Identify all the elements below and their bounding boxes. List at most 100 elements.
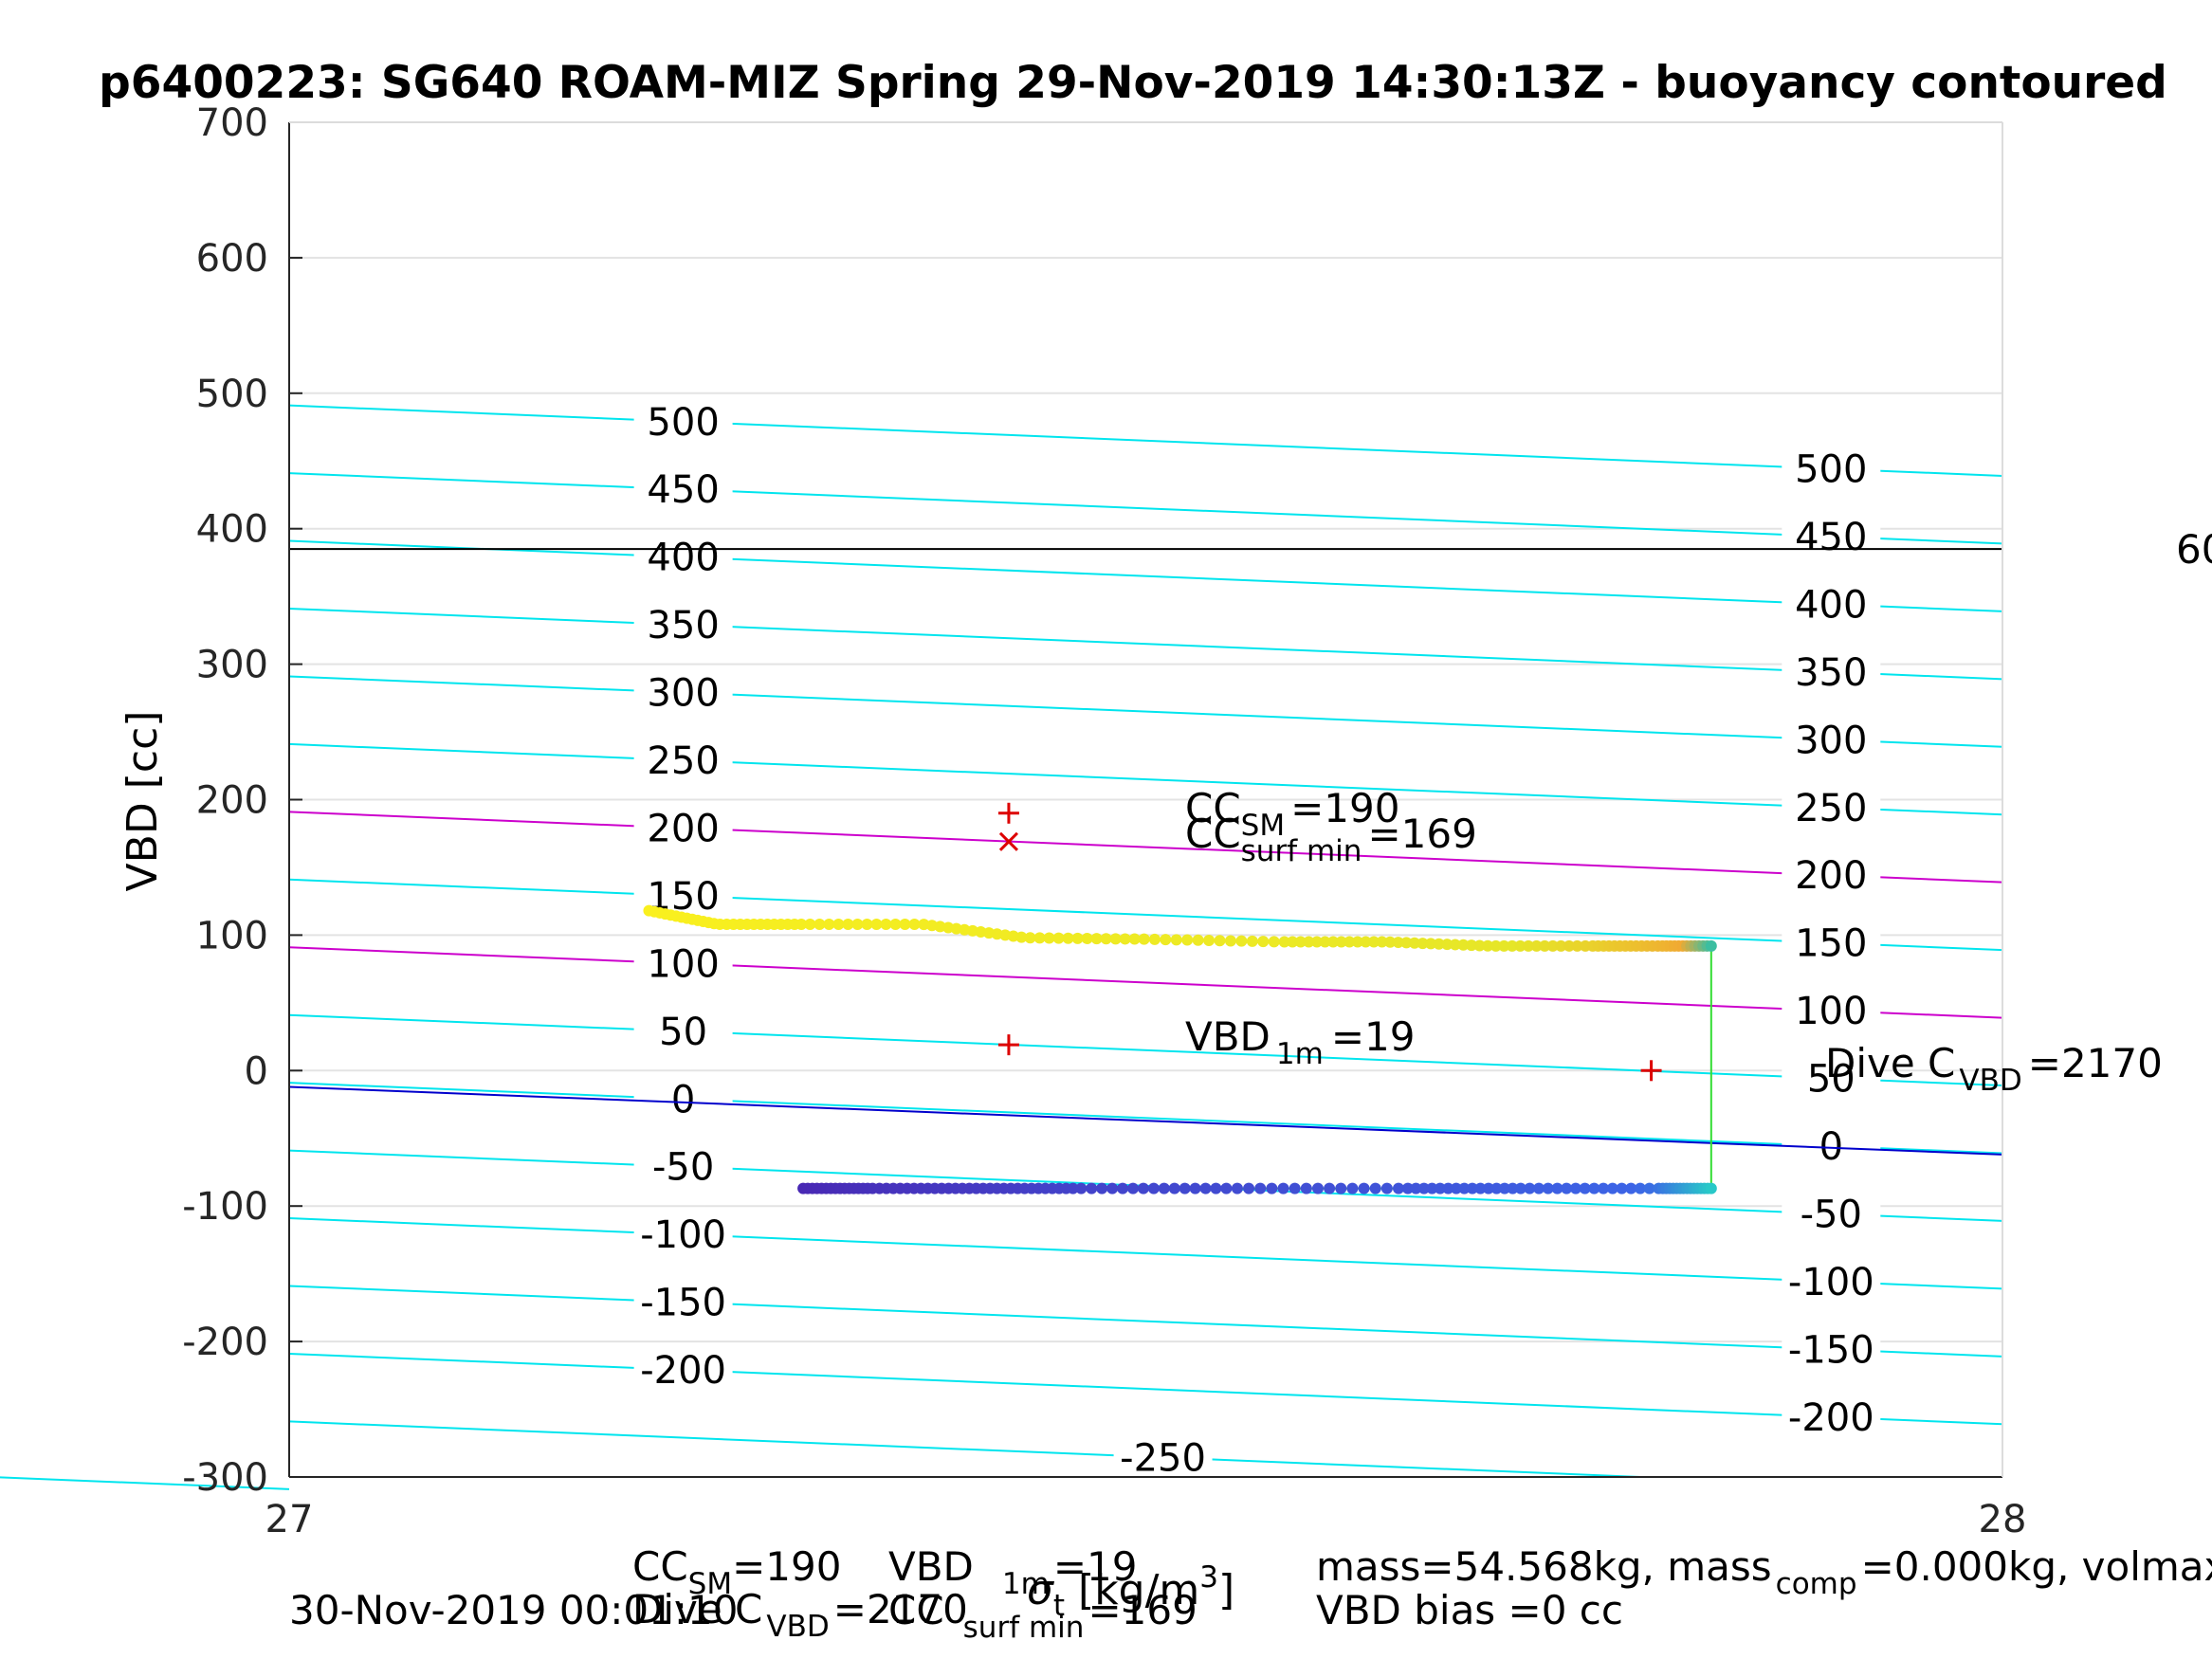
contour-label-bg <box>1782 446 1881 490</box>
footer-vbd-val: =19 <box>1053 1543 1138 1590</box>
climb-point <box>1563 939 1575 952</box>
contour-line <box>288 1217 2003 1290</box>
contour-label-bg <box>1782 581 1881 626</box>
contour-label-bg <box>1782 852 1881 897</box>
dive-point <box>1569 1182 1581 1194</box>
y-tick-label: 200 <box>196 779 268 823</box>
climb-point <box>870 918 883 930</box>
contour-label-right: 500 <box>1795 448 1867 492</box>
dive-point <box>1158 1182 1170 1194</box>
annotation-cc-surf: CCsurf min =169 <box>1185 811 1477 868</box>
x-axis-sigma: σ <box>1027 1566 1054 1614</box>
climb-point <box>1170 934 1182 946</box>
contour-label-bg <box>1782 717 1881 761</box>
climb-point <box>1523 939 1535 952</box>
annotation-vbd-1m-text: VBD <box>1185 1013 1271 1060</box>
climb-point <box>1268 936 1280 948</box>
y-tick-label: -100 <box>182 1185 268 1229</box>
y-tick-label: 700 <box>196 101 268 145</box>
contour-label-bg <box>1113 1434 1213 1479</box>
climb-point <box>1506 939 1518 952</box>
climb-point <box>1081 932 1093 944</box>
contour-label-left: 100 <box>647 942 719 986</box>
climb-point <box>1351 936 1363 948</box>
contour-label-right: 150 <box>1795 922 1867 966</box>
climb-point <box>861 918 873 930</box>
climb-point <box>1417 938 1429 950</box>
climb-point <box>1257 936 1270 948</box>
dive-point <box>1335 1182 1347 1194</box>
footer-cc-surf-val: =169 <box>1088 1587 1197 1633</box>
contour-label-right: 300 <box>1795 719 1867 762</box>
contour-label-bg <box>1782 648 1881 693</box>
climb-point <box>1705 939 1717 952</box>
dive-point <box>1106 1182 1119 1194</box>
contour-label-right: -150 <box>1788 1328 1874 1372</box>
climb-point <box>1384 936 1397 948</box>
climb-point <box>1303 936 1315 948</box>
footer-mass: mass=54.568kg, mass comp=0.000kg, volmax <box>1316 1543 2212 1601</box>
dive-point <box>1086 1182 1098 1194</box>
dive-point <box>1358 1182 1370 1194</box>
contour-label-bg <box>633 398 733 443</box>
contour-line <box>288 1082 2003 1155</box>
dive-point <box>1474 1182 1487 1194</box>
climb-point <box>1368 936 1380 948</box>
climb-point <box>908 918 921 930</box>
dive-point <box>1561 1182 1573 1194</box>
climb-point <box>1514 939 1526 952</box>
footer-cc-sm-sub: SM <box>688 1567 732 1601</box>
contour-line <box>288 1013 2003 1087</box>
footer-dive-c: Dive C VBD=2170 <box>632 1586 968 1644</box>
contour-label-left: 200 <box>647 807 719 850</box>
climb-point <box>1457 939 1470 951</box>
dive-point <box>1507 1182 1519 1194</box>
climb-point <box>1498 939 1510 952</box>
contour-label-bg <box>633 1347 733 1392</box>
dive-point <box>1705 1182 1717 1194</box>
annotation-vbd-1m-value: =19 <box>1331 1013 1416 1060</box>
contour-label-bg <box>633 1076 733 1121</box>
climb-point <box>1555 939 1567 952</box>
climb-point <box>1360 936 1372 948</box>
contour-label-bg <box>633 466 733 511</box>
dive-point <box>1426 1182 1438 1194</box>
climb-point <box>1335 936 1347 948</box>
contour-label-bg <box>1782 1123 1881 1168</box>
dive-point <box>1380 1182 1393 1194</box>
reference-lines <box>288 548 2003 1156</box>
contour-label-bg <box>633 1212 733 1256</box>
climb-point <box>1148 933 1161 945</box>
climb-point <box>1310 936 1323 948</box>
annotation-dive-cvbd-sub: VBD <box>1959 1064 2021 1098</box>
dive-point <box>1137 1182 1149 1194</box>
footer-vbd: VBD 1m=19 <box>888 1543 1137 1601</box>
dive-point <box>1324 1182 1336 1194</box>
dive-point <box>1346 1182 1359 1194</box>
climb-point <box>1100 933 1112 945</box>
annotation-vbd-1m: VBD 1m =19 <box>1185 1013 1415 1071</box>
annotation-cc-sm-text: CC <box>1185 785 1241 831</box>
climb-point <box>1181 934 1194 946</box>
dive-point <box>1625 1182 1637 1194</box>
y-tick-label: 300 <box>196 644 268 687</box>
climb-point <box>1224 935 1236 947</box>
dive-point <box>1117 1182 1129 1194</box>
climb-point <box>1214 935 1226 947</box>
x-axis-unit: [kg/m <box>1065 1566 1199 1614</box>
dive-point <box>1392 1182 1404 1194</box>
dive-point <box>1277 1182 1289 1194</box>
contour-label-bg <box>1782 1191 1881 1235</box>
right-edge-label: 60 <box>2176 526 2212 573</box>
dive-point <box>1514 1182 1526 1194</box>
climb-point <box>1539 939 1551 952</box>
contour-line <box>288 1420 1640 1478</box>
climb-point <box>880 918 892 930</box>
contour-label-right: -100 <box>1788 1261 1874 1304</box>
contour-line <box>288 1285 2003 1358</box>
x-axis-unit-sup: 3 <box>1199 1560 1218 1595</box>
contour-label-bg <box>1782 1326 1881 1371</box>
dive-point <box>1643 1182 1655 1194</box>
